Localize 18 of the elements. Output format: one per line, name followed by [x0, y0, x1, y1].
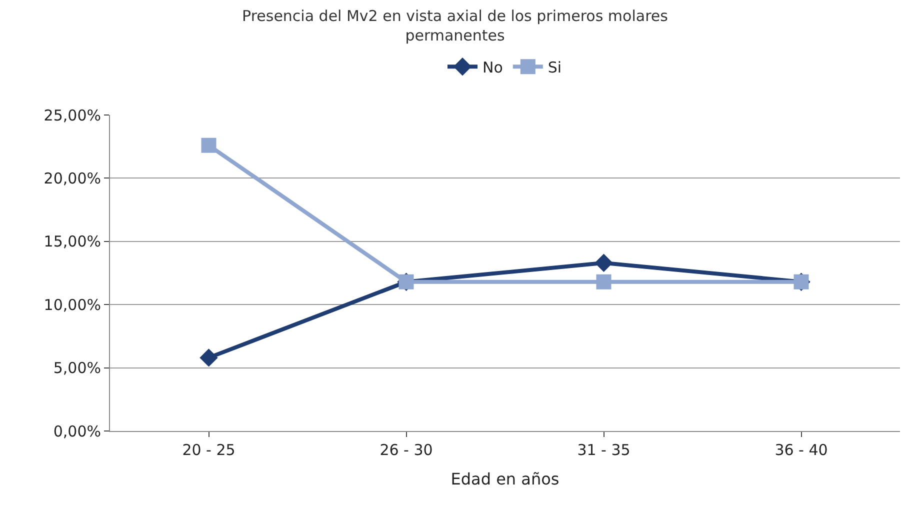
y-tick-label: 15,00%	[44, 232, 101, 251]
x-tick-label: 31 - 35	[577, 441, 630, 459]
legend-label: Si	[548, 58, 562, 76]
y-tick-label: 20,00%	[44, 169, 101, 188]
point	[594, 254, 613, 272]
chart-title: Presencia del Mv2 en vista axial de los primeros molares permanentes	[242, 6, 668, 44]
point	[200, 348, 218, 367]
y-tick-label: 25,00%	[44, 106, 101, 124]
legend-label: No	[482, 58, 503, 76]
x-axis-title: Edad en años	[450, 470, 560, 489]
x-tick-label: 26 - 30	[380, 441, 433, 459]
x-tick-label: 20 - 25	[182, 441, 236, 459]
y-tick-label: 0,00%	[53, 422, 101, 440]
point	[596, 274, 612, 290]
y-tick-label: 5,00%	[53, 359, 101, 378]
y-tick-label: 10,00%	[44, 296, 101, 314]
x-tick-label: 36 - 40	[774, 441, 828, 459]
point	[201, 138, 216, 153]
